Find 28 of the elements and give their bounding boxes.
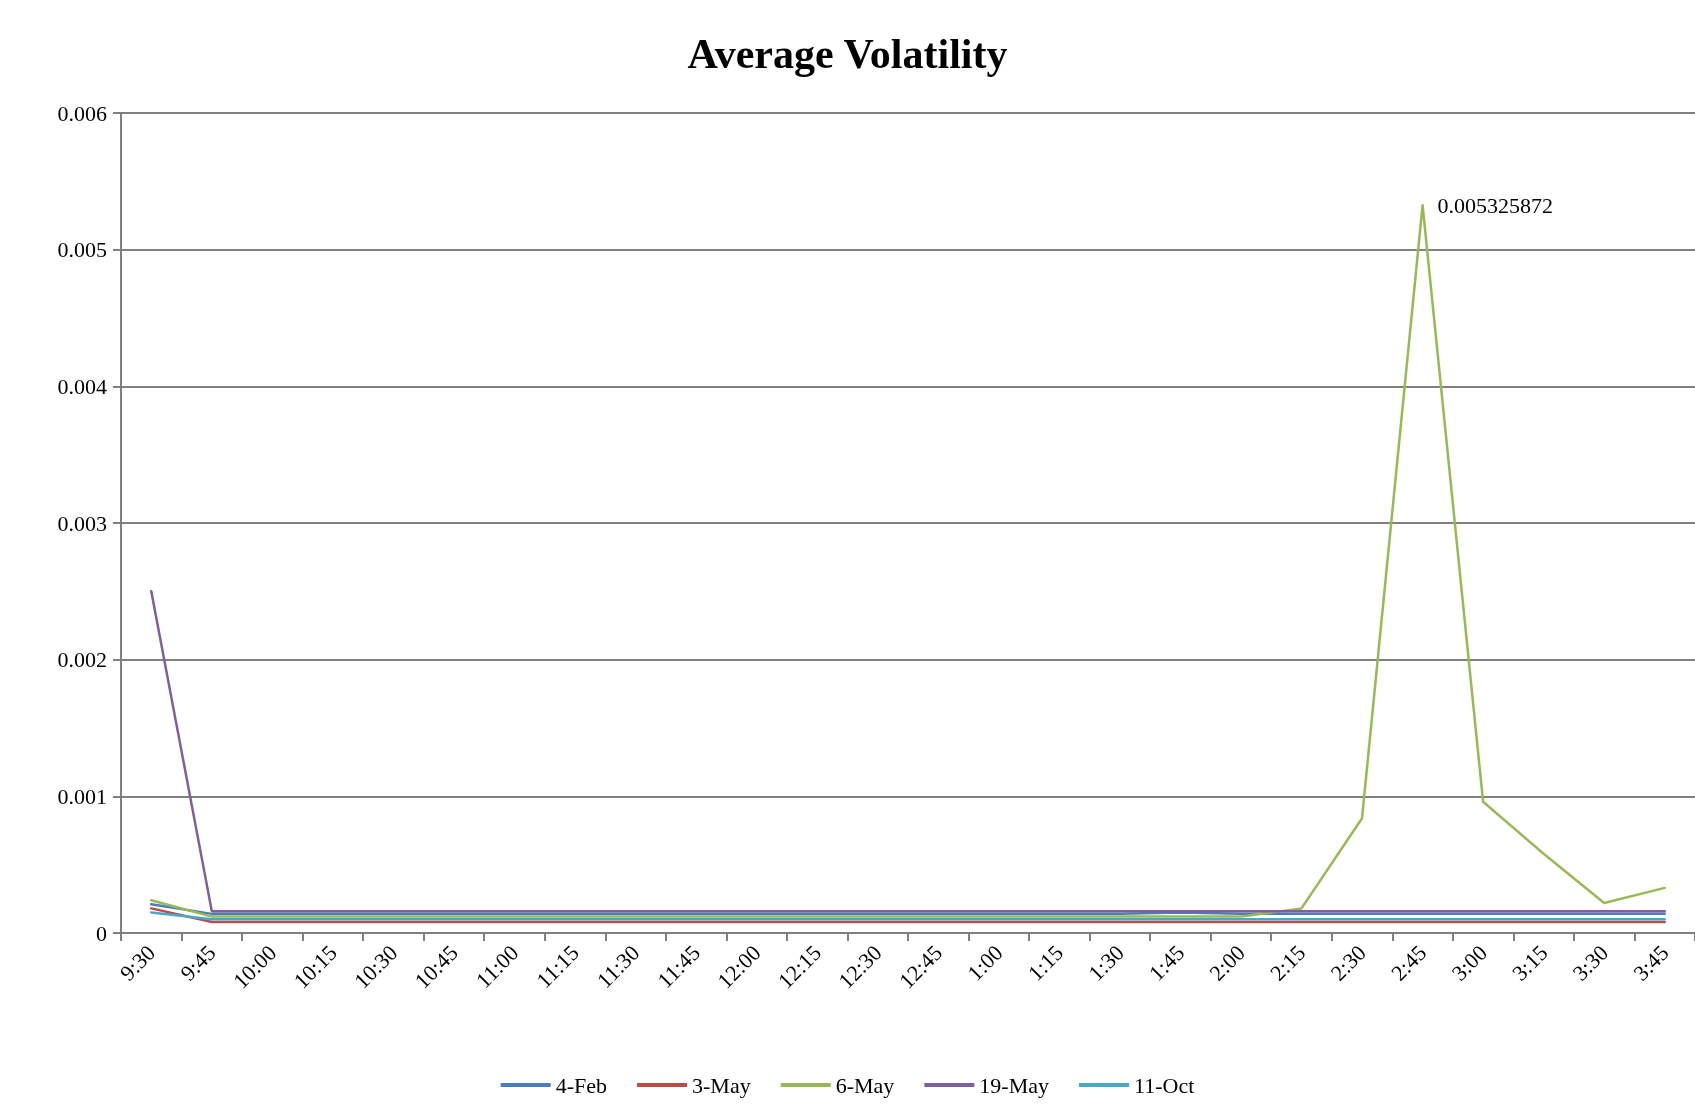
y-tick-label: 0.004 <box>57 373 107 399</box>
x-tick-label: 9:45 <box>175 940 221 986</box>
y-tick-label: 0.001 <box>57 783 107 809</box>
x-tick-label: 3:30 <box>1567 940 1614 986</box>
x-tick-label: 1:45 <box>1143 940 1190 986</box>
x-tick-label: 2:00 <box>1204 940 1250 986</box>
y-tick-label: 0.002 <box>57 647 107 673</box>
x-tick-label: 1:15 <box>1022 940 1069 986</box>
data-label: 0.005325872 <box>1437 192 1554 218</box>
x-tick-label: 1:30 <box>1083 940 1129 986</box>
x-tick-label: 2:15 <box>1265 940 1311 986</box>
y-tick-label: 0.003 <box>57 510 107 536</box>
x-tick-label: 2:30 <box>1325 940 1371 986</box>
legend-label: 11-Oct <box>1134 1072 1195 1098</box>
y-tick-label: 0.006 <box>57 100 107 126</box>
legend-label: 6-May <box>835 1072 895 1098</box>
legend-label: 19-May <box>979 1072 1050 1098</box>
y-tick-label: 0.005 <box>57 237 107 263</box>
legend-label: 3-May <box>692 1072 751 1098</box>
x-tick-label: 3:15 <box>1507 940 1553 986</box>
x-tick-label: 2:45 <box>1386 940 1432 986</box>
x-tick-label: 3:45 <box>1628 940 1674 986</box>
y-tick-label: 0 <box>96 920 107 946</box>
chart-title: Average Volatility <box>687 31 1008 77</box>
legend-label: 4-Feb <box>555 1072 608 1098</box>
x-tick-label: 3:00 <box>1446 940 1492 986</box>
x-tick-label: 1:00 <box>962 940 1008 986</box>
x-tick-label: 9:30 <box>114 940 161 986</box>
